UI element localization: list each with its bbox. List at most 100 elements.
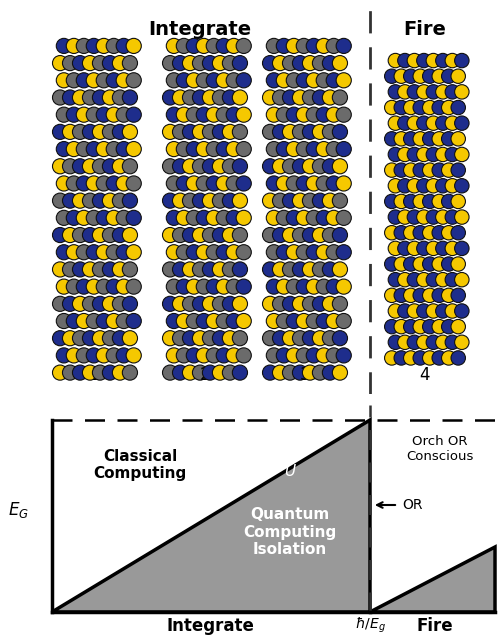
Circle shape xyxy=(92,90,107,105)
Circle shape xyxy=(232,159,247,174)
Circle shape xyxy=(62,124,78,140)
Circle shape xyxy=(206,244,221,260)
Circle shape xyxy=(62,227,78,243)
Circle shape xyxy=(426,116,440,131)
Circle shape xyxy=(417,53,431,68)
Circle shape xyxy=(394,257,409,271)
Circle shape xyxy=(203,193,218,208)
Circle shape xyxy=(394,225,409,240)
Circle shape xyxy=(286,211,301,225)
Circle shape xyxy=(86,107,101,122)
Circle shape xyxy=(263,193,278,208)
Circle shape xyxy=(292,159,307,174)
Circle shape xyxy=(126,279,141,294)
Circle shape xyxy=(216,279,231,294)
Circle shape xyxy=(66,141,82,157)
Circle shape xyxy=(445,241,460,255)
Circle shape xyxy=(326,314,341,328)
Circle shape xyxy=(66,107,82,122)
Circle shape xyxy=(413,351,427,365)
Circle shape xyxy=(292,227,307,243)
Circle shape xyxy=(196,73,211,88)
Circle shape xyxy=(316,211,331,225)
Circle shape xyxy=(273,90,288,105)
Circle shape xyxy=(435,304,450,318)
Circle shape xyxy=(56,176,72,191)
Circle shape xyxy=(73,56,88,70)
Circle shape xyxy=(206,211,221,225)
Circle shape xyxy=(83,193,98,208)
Circle shape xyxy=(276,176,291,191)
Circle shape xyxy=(296,38,311,54)
Circle shape xyxy=(385,163,399,177)
Circle shape xyxy=(196,244,211,260)
Circle shape xyxy=(83,296,98,312)
Circle shape xyxy=(282,124,298,140)
Circle shape xyxy=(326,279,341,294)
Circle shape xyxy=(302,331,318,346)
Circle shape xyxy=(222,296,237,312)
Circle shape xyxy=(302,227,318,243)
Circle shape xyxy=(102,124,117,140)
Circle shape xyxy=(232,193,247,208)
Circle shape xyxy=(182,365,198,380)
Circle shape xyxy=(92,159,107,174)
Circle shape xyxy=(316,176,331,191)
Text: Integrate: Integrate xyxy=(149,20,251,39)
Circle shape xyxy=(122,331,138,346)
Circle shape xyxy=(193,159,208,174)
Circle shape xyxy=(445,84,460,99)
Circle shape xyxy=(263,262,278,277)
Circle shape xyxy=(232,331,247,346)
Circle shape xyxy=(182,262,198,277)
Circle shape xyxy=(166,348,181,363)
Circle shape xyxy=(126,314,141,328)
Circle shape xyxy=(404,351,418,365)
Circle shape xyxy=(102,296,117,312)
Circle shape xyxy=(203,365,218,380)
Circle shape xyxy=(172,365,187,380)
Circle shape xyxy=(417,116,431,131)
Circle shape xyxy=(236,176,251,191)
Circle shape xyxy=(92,296,107,312)
Circle shape xyxy=(112,227,128,243)
Circle shape xyxy=(222,331,237,346)
Circle shape xyxy=(166,141,181,157)
Circle shape xyxy=(76,107,91,122)
Circle shape xyxy=(407,304,421,318)
Circle shape xyxy=(216,211,231,225)
Circle shape xyxy=(196,107,211,122)
Circle shape xyxy=(276,244,291,260)
Circle shape xyxy=(83,159,98,174)
Circle shape xyxy=(442,100,456,115)
Circle shape xyxy=(106,73,121,88)
Circle shape xyxy=(413,257,427,271)
Circle shape xyxy=(52,124,68,140)
Circle shape xyxy=(326,211,341,225)
Circle shape xyxy=(176,244,192,260)
Circle shape xyxy=(166,107,181,122)
Circle shape xyxy=(432,100,447,115)
Circle shape xyxy=(451,100,466,115)
Circle shape xyxy=(394,288,409,303)
Circle shape xyxy=(172,296,187,312)
Circle shape xyxy=(394,194,409,209)
Circle shape xyxy=(422,351,437,365)
Circle shape xyxy=(186,279,202,294)
Circle shape xyxy=(336,244,351,260)
Circle shape xyxy=(116,348,132,363)
Circle shape xyxy=(417,210,431,224)
Circle shape xyxy=(306,38,322,54)
Circle shape xyxy=(323,159,338,174)
Circle shape xyxy=(398,304,412,318)
Text: Orch OR
Conscious: Orch OR Conscious xyxy=(406,435,474,463)
Circle shape xyxy=(226,141,241,157)
Circle shape xyxy=(232,365,247,380)
Circle shape xyxy=(316,73,331,88)
Circle shape xyxy=(226,107,241,122)
Circle shape xyxy=(445,53,460,68)
Circle shape xyxy=(186,314,202,328)
Circle shape xyxy=(407,241,421,255)
Circle shape xyxy=(435,147,450,162)
Circle shape xyxy=(312,227,328,243)
